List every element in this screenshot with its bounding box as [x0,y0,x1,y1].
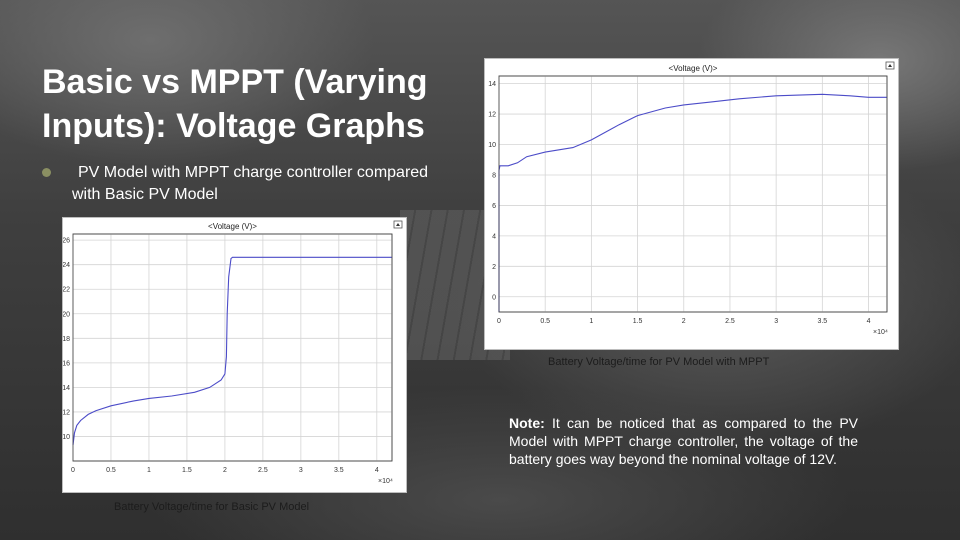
basic-pv-caption: Battery Voltage/time for Basic PV Model [114,501,310,513]
basic-plot-frame [72,233,393,462]
bullet-point: PV Model with MPPT charge controller com… [42,162,442,206]
bullet-dot-icon [42,168,51,177]
bullet-text: PV Model with MPPT charge controller com… [72,164,429,203]
basic-pv-voltage-plot: <Voltage (V)> 0 0.5 1 1.5 2 2.5 3 3.5 4 10 12 14 16 18… [62,217,407,493]
basic-x-tick-label: 3.5 [334,467,344,474]
mppt-voltage-chart: <Voltage (V)> 0 0.5 1 1.5 2 2.5 3 3.5 4 0 2 4 6 8 10 12 1… [488,61,895,336]
mppt-x-tick-label: 4 [867,318,871,325]
basic-x-tick-label: 2.5 [258,467,268,474]
basic-y-tick-label: 12 [63,409,70,416]
basic-y-tick-label: 16 [63,360,70,367]
basic-x-tick-label: 3 [299,467,303,474]
mppt-y-tick-label: 10 [488,142,496,149]
mppt-caption: Battery Voltage/time for PV Model with M… [548,356,770,368]
basic-chart-title: <Voltage (V)> [208,222,257,231]
mppt-x-tick-label: 0.5 [540,318,550,325]
mppt-x-exponent-label: ×10⁴ [873,329,888,336]
mppt-plot-area [498,75,888,313]
basic-x-tick-label: 0 [71,467,75,474]
mppt-x-tick-label: 3 [774,318,778,325]
mppt-chart-title: <Voltage (V)> [669,64,718,73]
basic-expand-arrow-icon [396,223,400,226]
basic-x-tick-label: 1.5 [182,467,192,474]
note-text: It can be noticed that as compared to th… [509,415,858,467]
note-paragraph: Note: It can be noticed that as compared… [509,414,858,468]
mppt-x-tick-label: 3.5 [817,318,827,325]
mppt-x-tick-label: 1.5 [633,318,643,325]
mppt-x-tick-label: 2.5 [725,318,735,325]
slide-title: Basic vs MPPT (Varying Inputs): Voltage … [42,63,428,145]
basic-plot-area [72,233,393,462]
mppt-y-tick-label: 8 [492,172,496,179]
basic-y-tick-label: 24 [63,262,70,269]
basic-x-tick-label: 0.5 [106,467,116,474]
basic-x-exponent-label: ×10⁴ [378,478,393,485]
basic-y-tick-label: 22 [63,287,70,294]
basic-y-tick-label: 10 [63,434,70,441]
mppt-plot-frame [498,75,888,313]
basic-y-tick-label: 18 [63,336,70,343]
mppt-voltage-plot: <Voltage (V)> 0 0.5 1 1.5 2 2.5 3 3.5 4 0 2 4 6 8 10 12 1… [484,58,899,350]
mppt-y-tick-label: 0 [492,294,496,301]
basic-x-tick-label: 1 [147,467,151,474]
mppt-x-tick-label: 0 [497,318,501,325]
mppt-series-line-0 [498,93,887,312]
basic-x-tick-label: 4 [375,467,379,474]
mppt-expand-arrow-icon [888,64,892,67]
basic-pv-voltage-chart: <Voltage (V)> 0 0.5 1 1.5 2 2.5 3 3.5 4 10 12 14 16 18… [63,220,403,485]
mppt-y-tick-label: 14 [488,81,496,88]
mppt-y-tick-label: 4 [492,233,496,240]
note-label: Note: [509,415,545,431]
mppt-y-tick-label: 12 [488,112,496,119]
mppt-x-tick-label: 2 [682,318,686,325]
basic-series-line-0 [72,256,392,446]
mppt-x-tick-label: 1 [589,318,593,325]
mppt-y-tick-label: 2 [492,264,496,271]
basic-y-tick-label: 20 [63,311,70,318]
mppt-y-tick-label: 6 [492,203,496,210]
basic-y-tick-label: 26 [63,238,70,245]
basic-y-tick-label: 14 [63,385,70,392]
basic-x-tick-label: 2 [223,467,227,474]
